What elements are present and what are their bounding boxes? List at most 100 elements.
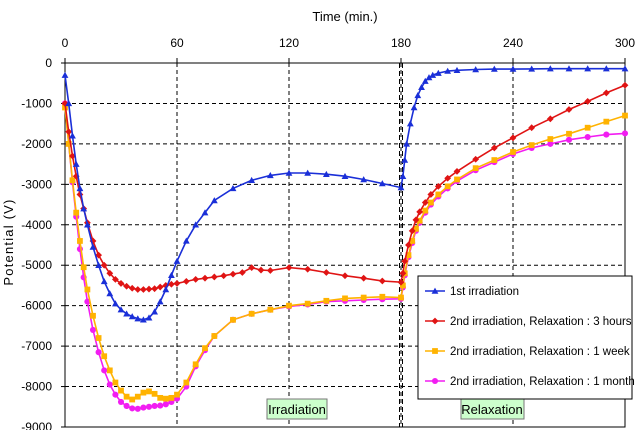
triangle-point [509, 65, 517, 72]
triangle-point [72, 160, 80, 167]
square-point [342, 295, 348, 302]
triangle-point [414, 91, 422, 99]
x-tick-labels: 0 60 120 180 240 300 [62, 36, 635, 63]
triangle-point [106, 290, 114, 297]
triangle-point [134, 315, 142, 322]
diamond-point [397, 278, 405, 286]
diamond-point [427, 191, 435, 198]
diamond-point [229, 270, 237, 278]
y-tick-label: -9000 [21, 420, 52, 430]
square-point [134, 393, 141, 400]
triangle-point [123, 310, 130, 317]
series-2 [61, 81, 629, 293]
triangle-point [322, 170, 330, 177]
square-point [230, 316, 236, 323]
square-point [510, 149, 516, 155]
circle-point [162, 401, 169, 408]
circle-point [140, 404, 147, 411]
triangle-point [145, 314, 153, 321]
triangle-point [201, 209, 209, 216]
diamond-point [140, 286, 147, 293]
square-point [90, 312, 96, 319]
triangle-point [112, 300, 119, 307]
diamond-point [168, 280, 175, 288]
circle-point [123, 402, 130, 410]
circle-point [547, 140, 554, 147]
triangle-point [453, 66, 461, 73]
diamond-point [123, 282, 130, 290]
triangle-point [229, 184, 237, 192]
circle-point [621, 130, 629, 137]
circle-point [584, 133, 591, 141]
diamond-point [156, 283, 164, 291]
triangle-point [156, 298, 164, 305]
legend-item: 2nd irradiation, Relaxation : 1 week [425, 346, 630, 358]
triangle-point [151, 308, 158, 315]
circle-point [89, 326, 97, 333]
triangle-point [425, 74, 433, 81]
diamond-point [145, 285, 153, 293]
triangle-point [378, 180, 386, 187]
square-point [422, 207, 429, 214]
annotation-irradiation-label: Irradiation [268, 402, 326, 417]
diamond-point [285, 264, 293, 272]
legend-item: 1st irradiation [425, 286, 519, 298]
square-point [146, 388, 152, 395]
square-point [183, 379, 190, 386]
square-point [304, 300, 311, 307]
diamond-point [528, 124, 536, 132]
diamond-point [399, 269, 407, 277]
x-tick-label: 0 [62, 36, 69, 50]
diamond-point [490, 144, 498, 152]
square-point [162, 395, 169, 402]
diamond-point [100, 261, 108, 269]
data-series [61, 65, 629, 412]
square-point [405, 252, 412, 259]
square-point [427, 199, 434, 206]
square-point [168, 394, 175, 401]
diamond-point [201, 274, 209, 282]
legend-box [417, 275, 633, 400]
square-point [398, 294, 404, 301]
square-point [454, 176, 460, 183]
y-axis-title: Potential (V) [1, 198, 16, 285]
triangle-point [168, 271, 175, 279]
diamond-point [584, 98, 592, 105]
circle-point [565, 136, 573, 143]
circle-point [431, 377, 439, 385]
diamond-point [173, 280, 181, 287]
diamond-point [322, 269, 330, 276]
square-point [77, 238, 83, 244]
square-point [112, 379, 119, 386]
diamond-point [220, 272, 228, 280]
diamond-point [405, 241, 412, 249]
diamond-point [546, 115, 554, 123]
diamond-point [408, 227, 416, 235]
triangle-point [100, 278, 108, 285]
y-tick-label: -6000 [21, 299, 52, 313]
square-point [65, 140, 72, 147]
triangle-point [304, 169, 312, 176]
triangle-point [431, 287, 439, 294]
y-tick-label: -5000 [21, 258, 52, 272]
legend-label: 1st irradiation [450, 286, 519, 298]
square-point [444, 183, 451, 190]
triangle-point [61, 71, 69, 78]
diamond-point [95, 251, 102, 259]
legend-item: 2nd irradiation, Relaxation : 3 hours [425, 316, 632, 328]
circle-point [95, 349, 102, 356]
diamond-point [434, 182, 442, 190]
diamond-point [238, 269, 246, 276]
x-tick-label: 120 [279, 36, 299, 50]
triangle-point [76, 184, 84, 192]
triangle-point [565, 65, 573, 72]
square-point [323, 297, 330, 304]
y-tick-labels: 0 -1000 -2000 -3000 -4000 -5000 -6000 -7000 -800… [21, 56, 65, 430]
square-point [379, 293, 386, 300]
legend: 1st irradiation 2nd irradiation, Relaxati… [417, 275, 635, 400]
diamond-point [453, 167, 461, 175]
triangle-point [69, 132, 76, 139]
vertical-markers [399, 63, 403, 427]
x-tick-label: 60 [170, 36, 184, 50]
triangle-point [84, 221, 91, 228]
